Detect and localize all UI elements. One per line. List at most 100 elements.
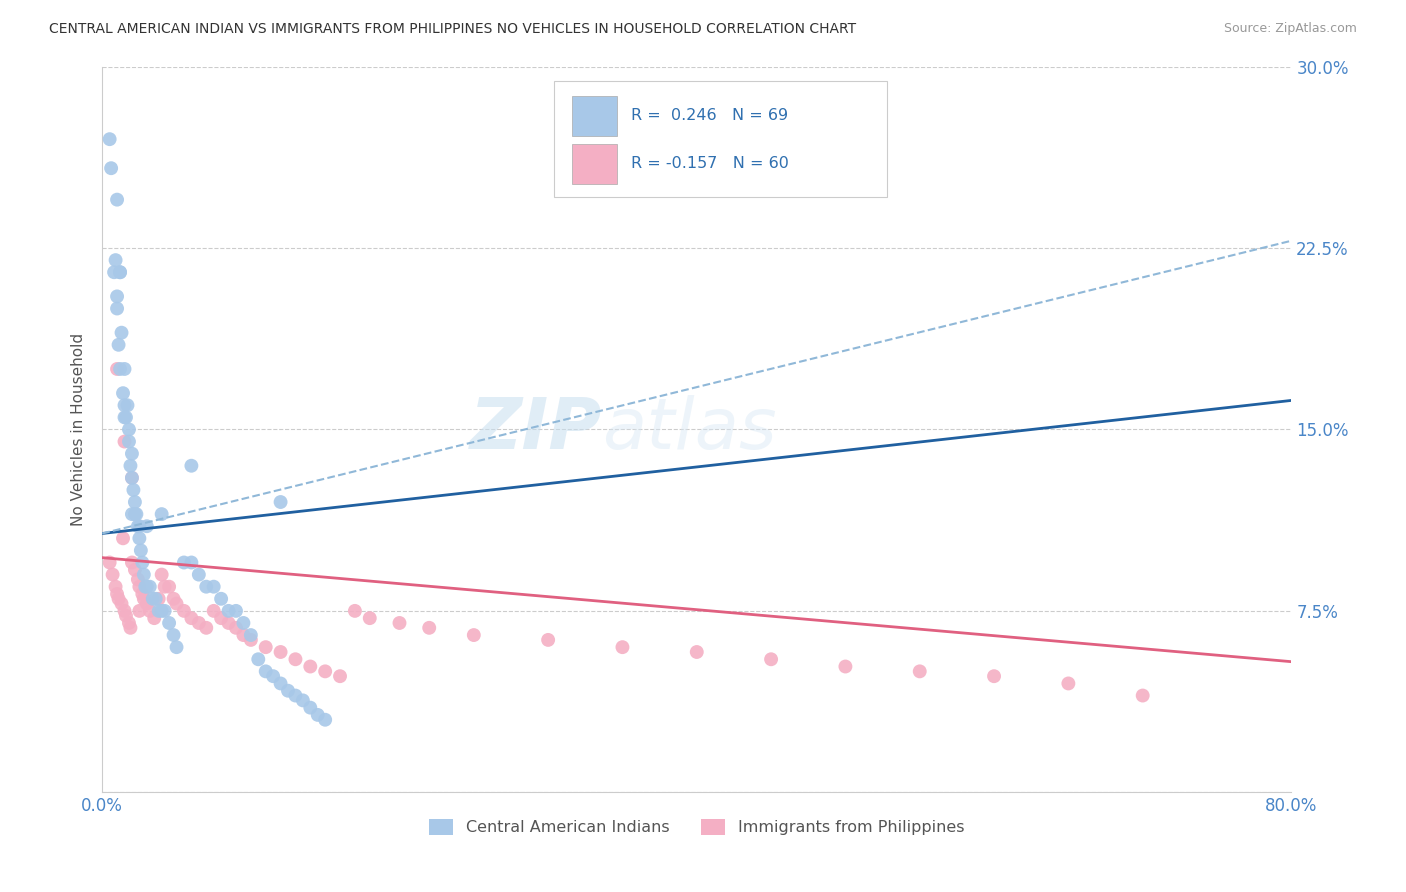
Point bbox=[277, 683, 299, 698]
Point bbox=[239, 628, 262, 642]
Point bbox=[128, 580, 150, 594]
Point bbox=[121, 447, 143, 461]
Point bbox=[121, 471, 143, 485]
FancyBboxPatch shape bbox=[554, 81, 887, 197]
Point bbox=[232, 615, 254, 630]
Point bbox=[299, 659, 322, 673]
Point bbox=[187, 615, 209, 630]
Point bbox=[1057, 676, 1080, 690]
Point bbox=[121, 507, 143, 521]
Point bbox=[114, 604, 136, 618]
Point bbox=[162, 628, 184, 642]
Point bbox=[131, 587, 153, 601]
Point bbox=[124, 495, 146, 509]
Point bbox=[108, 362, 131, 376]
Point bbox=[343, 604, 366, 618]
Point bbox=[114, 398, 136, 412]
Point bbox=[128, 604, 150, 618]
Point bbox=[121, 471, 143, 485]
Point bbox=[131, 556, 153, 570]
Point bbox=[166, 640, 188, 655]
Point bbox=[153, 604, 176, 618]
Point bbox=[125, 507, 148, 521]
Point bbox=[148, 604, 170, 618]
Point bbox=[463, 628, 485, 642]
Point bbox=[128, 519, 150, 533]
Point bbox=[153, 580, 176, 594]
Point bbox=[148, 591, 170, 606]
Point bbox=[150, 567, 173, 582]
Point bbox=[98, 556, 121, 570]
Point bbox=[218, 615, 240, 630]
Point bbox=[132, 567, 155, 582]
Point bbox=[135, 597, 157, 611]
Point bbox=[105, 587, 128, 601]
Point bbox=[686, 645, 709, 659]
Point bbox=[759, 652, 782, 666]
Point bbox=[195, 621, 218, 635]
Point bbox=[314, 665, 336, 679]
Point bbox=[418, 621, 440, 635]
Point bbox=[118, 434, 141, 449]
Point bbox=[314, 713, 336, 727]
Point bbox=[232, 628, 254, 642]
Point bbox=[239, 632, 262, 647]
Point bbox=[118, 615, 141, 630]
Point bbox=[537, 632, 560, 647]
Point bbox=[307, 707, 329, 722]
Point bbox=[299, 700, 322, 714]
Point bbox=[118, 422, 141, 436]
Text: CENTRAL AMERICAN INDIAN VS IMMIGRANTS FROM PHILIPPINES NO VEHICLES IN HOUSEHOLD : CENTRAL AMERICAN INDIAN VS IMMIGRANTS FR… bbox=[49, 22, 856, 37]
Point bbox=[135, 519, 157, 533]
Point bbox=[166, 597, 188, 611]
Point bbox=[225, 604, 247, 618]
Point bbox=[202, 604, 225, 618]
Point bbox=[124, 507, 146, 521]
Point bbox=[129, 543, 152, 558]
Text: R =  0.246   N = 69: R = 0.246 N = 69 bbox=[631, 108, 789, 123]
Point bbox=[262, 669, 284, 683]
Text: R = -0.157   N = 60: R = -0.157 N = 60 bbox=[631, 156, 789, 171]
Point bbox=[115, 410, 138, 425]
Point bbox=[270, 676, 292, 690]
Point bbox=[157, 580, 180, 594]
Point bbox=[270, 645, 292, 659]
Point bbox=[202, 580, 225, 594]
Point bbox=[117, 398, 139, 412]
Point bbox=[1132, 689, 1154, 703]
Point bbox=[120, 621, 142, 635]
Point bbox=[218, 604, 240, 618]
Point bbox=[132, 591, 155, 606]
Point bbox=[209, 611, 232, 625]
Point bbox=[108, 265, 131, 279]
FancyBboxPatch shape bbox=[572, 95, 617, 136]
Point bbox=[388, 615, 411, 630]
Point bbox=[270, 495, 292, 509]
Y-axis label: No Vehicles in Household: No Vehicles in Household bbox=[72, 333, 86, 526]
Point bbox=[124, 563, 146, 577]
Point bbox=[209, 591, 232, 606]
Point bbox=[150, 507, 173, 521]
Point bbox=[115, 608, 138, 623]
Point bbox=[105, 193, 128, 207]
Point bbox=[225, 621, 247, 635]
Point bbox=[135, 580, 157, 594]
Point bbox=[108, 265, 131, 279]
Point bbox=[983, 669, 1005, 683]
Text: ZIP: ZIP bbox=[470, 395, 602, 464]
Point bbox=[105, 289, 128, 303]
Point bbox=[284, 652, 307, 666]
Point bbox=[180, 611, 202, 625]
Point bbox=[104, 253, 127, 268]
Point bbox=[101, 567, 124, 582]
Point bbox=[127, 573, 149, 587]
Point bbox=[105, 301, 128, 316]
Point bbox=[247, 652, 270, 666]
Point bbox=[173, 556, 195, 570]
Point bbox=[145, 591, 167, 606]
Point bbox=[104, 580, 127, 594]
Point bbox=[139, 580, 162, 594]
Point bbox=[114, 362, 136, 376]
Point bbox=[157, 615, 180, 630]
FancyBboxPatch shape bbox=[572, 145, 617, 184]
